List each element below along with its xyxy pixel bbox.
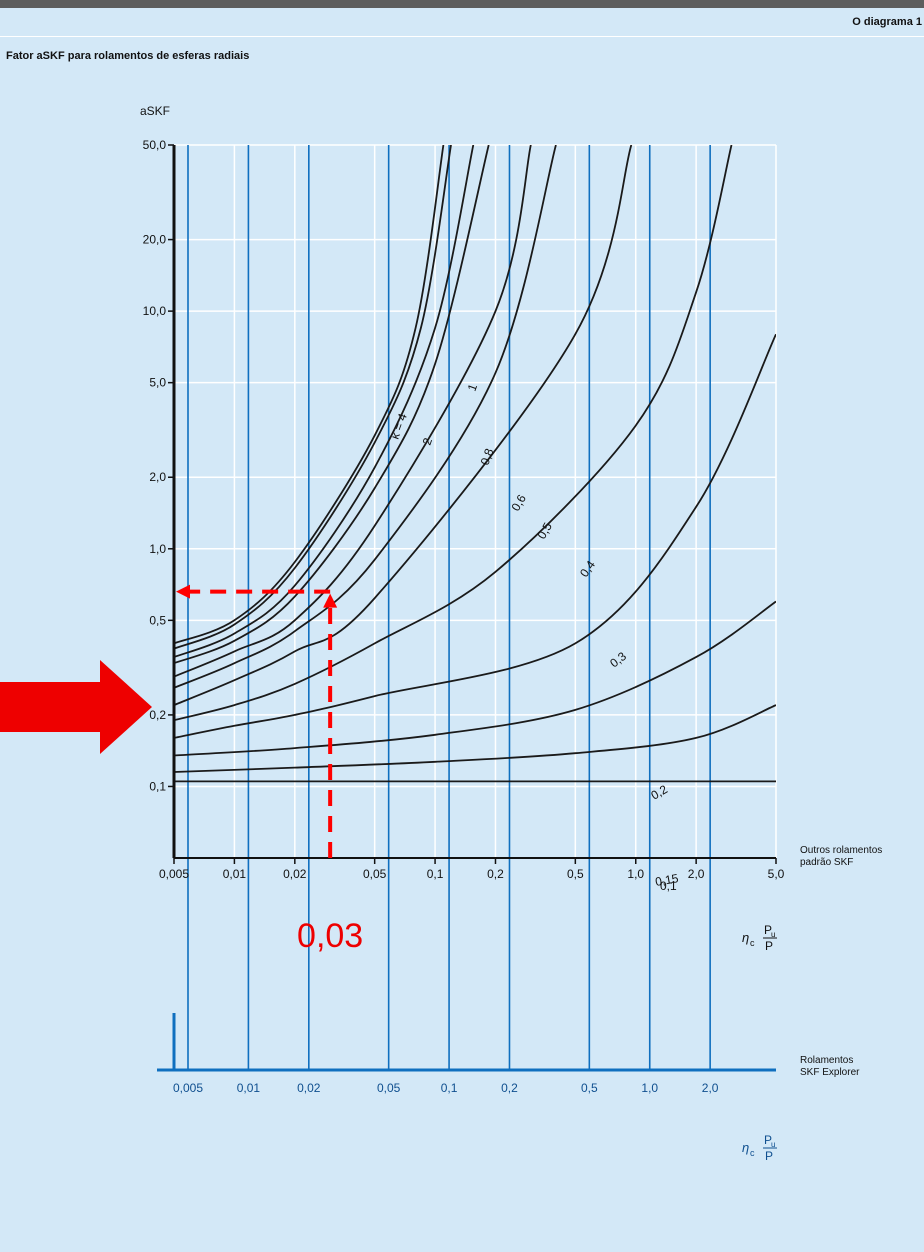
curve-0-4 (174, 145, 633, 706)
vertical-guide-arrowhead (323, 593, 338, 608)
horizontal-guide-arrowhead (176, 584, 190, 599)
x-top-tick-label: 0,01 (223, 867, 247, 881)
axes: aSKF (140, 104, 777, 1072)
x-top-axis-name: Outros rolamentos (800, 845, 882, 856)
curve-0-3 (174, 145, 733, 722)
formula-denominator: P (765, 1149, 773, 1163)
x-bottom-axis-name: SKF Explorer (800, 1067, 860, 1078)
chart-title: Fator aSKF para rolamentos de esferas ra… (6, 50, 250, 62)
curve-1 (174, 145, 475, 658)
x-bottom-tick-label: 0,005 (173, 1081, 203, 1095)
formula-numerator-sub: u (771, 930, 775, 939)
x-bottom-tick-label: 0,02 (297, 1081, 321, 1095)
x-bottom-tick-label: 0,2 (501, 1081, 518, 1095)
x-bottom-tick-label: 0,5 (581, 1081, 598, 1095)
x-top-axis-name: padrão SKF (800, 857, 853, 868)
x-bottom-tick-label: 2,0 (702, 1081, 719, 1095)
formula-denominator: P (765, 939, 773, 953)
header-band (0, 8, 924, 37)
x-bottom-tick-label: 0,01 (237, 1081, 261, 1095)
curve-label: 0,8 (478, 446, 497, 467)
curve-0-2 (174, 333, 776, 739)
y-tick-label: 0,1 (149, 779, 166, 793)
formula-eta-sub: c (750, 1148, 755, 1158)
x-top-tick-label: 5,0 (768, 867, 785, 881)
curve-0-6 (174, 145, 532, 678)
tick-labels: 50,0 20,0 10,0 5,0 2,0 1,0 0,5 0,2 0,1 0,005 0,01 0… (143, 138, 883, 1163)
annotations: 0,03 (0, 584, 363, 955)
curve-0-8 (174, 145, 490, 665)
grid-lines (173, 144, 777, 1070)
y-tick-label: 0,2 (149, 708, 166, 722)
x-bottom-axis-name: Rolamentos (800, 1055, 853, 1066)
formula-eta-sub: c (750, 938, 755, 948)
y-tick-label: 2,0 (149, 470, 166, 484)
curve-0-15 (174, 600, 776, 757)
formula-numerator: P (764, 923, 772, 937)
x-top-tick-label: 0,1 (427, 867, 444, 881)
formula-eta: η (742, 1140, 749, 1155)
x-bottom-tick-label: 0,05 (377, 1081, 401, 1095)
diagram-number-label: O diagrama 1 (852, 16, 922, 28)
x-bottom-tick-label: 0,1 (441, 1081, 458, 1095)
curve-2 (174, 145, 452, 650)
curve-layer (174, 145, 776, 783)
curve-label: 2 (420, 436, 436, 447)
x-top-tick-label: 2,0 (688, 867, 705, 881)
x-top-tick-label: 0,5 (567, 867, 584, 881)
formula-numerator: P (764, 1133, 772, 1147)
y-axis-label: aSKF (140, 104, 170, 118)
plot-area (174, 145, 776, 858)
x-top-tick-label: 0,05 (363, 867, 387, 881)
x-top-tick-label: 1,0 (627, 867, 644, 881)
curve-label: 1 (465, 382, 481, 393)
y-tick-label: 20,0 (143, 233, 167, 247)
x-top-tick-label: 0,2 (487, 867, 504, 881)
y-tick-label: 0,5 (149, 613, 166, 627)
curve-label: 0,1 (660, 879, 677, 893)
curve-0-5 (174, 145, 557, 689)
curve-0-1 (174, 704, 776, 773)
x-top-tick-label: 0,005 (159, 867, 189, 881)
y-tick-label: 1,0 (149, 542, 166, 556)
formula-eta: η (742, 930, 749, 945)
curve-label: 0,15 (654, 871, 680, 889)
y-tick-label: 50,0 (143, 138, 167, 152)
formula-numerator-sub: u (771, 1140, 775, 1149)
y-tick-label: 10,0 (143, 304, 167, 318)
x-value-annotation: 0,03 (297, 917, 363, 955)
x-top-tick-label: 0,02 (283, 867, 307, 881)
x-bottom-tick-label: 1,0 (641, 1081, 658, 1095)
window-top-bar (0, 0, 924, 8)
y-tick-label: 5,0 (149, 376, 166, 390)
curve-----4 (174, 145, 445, 645)
red-pointer-arrow (0, 660, 152, 754)
